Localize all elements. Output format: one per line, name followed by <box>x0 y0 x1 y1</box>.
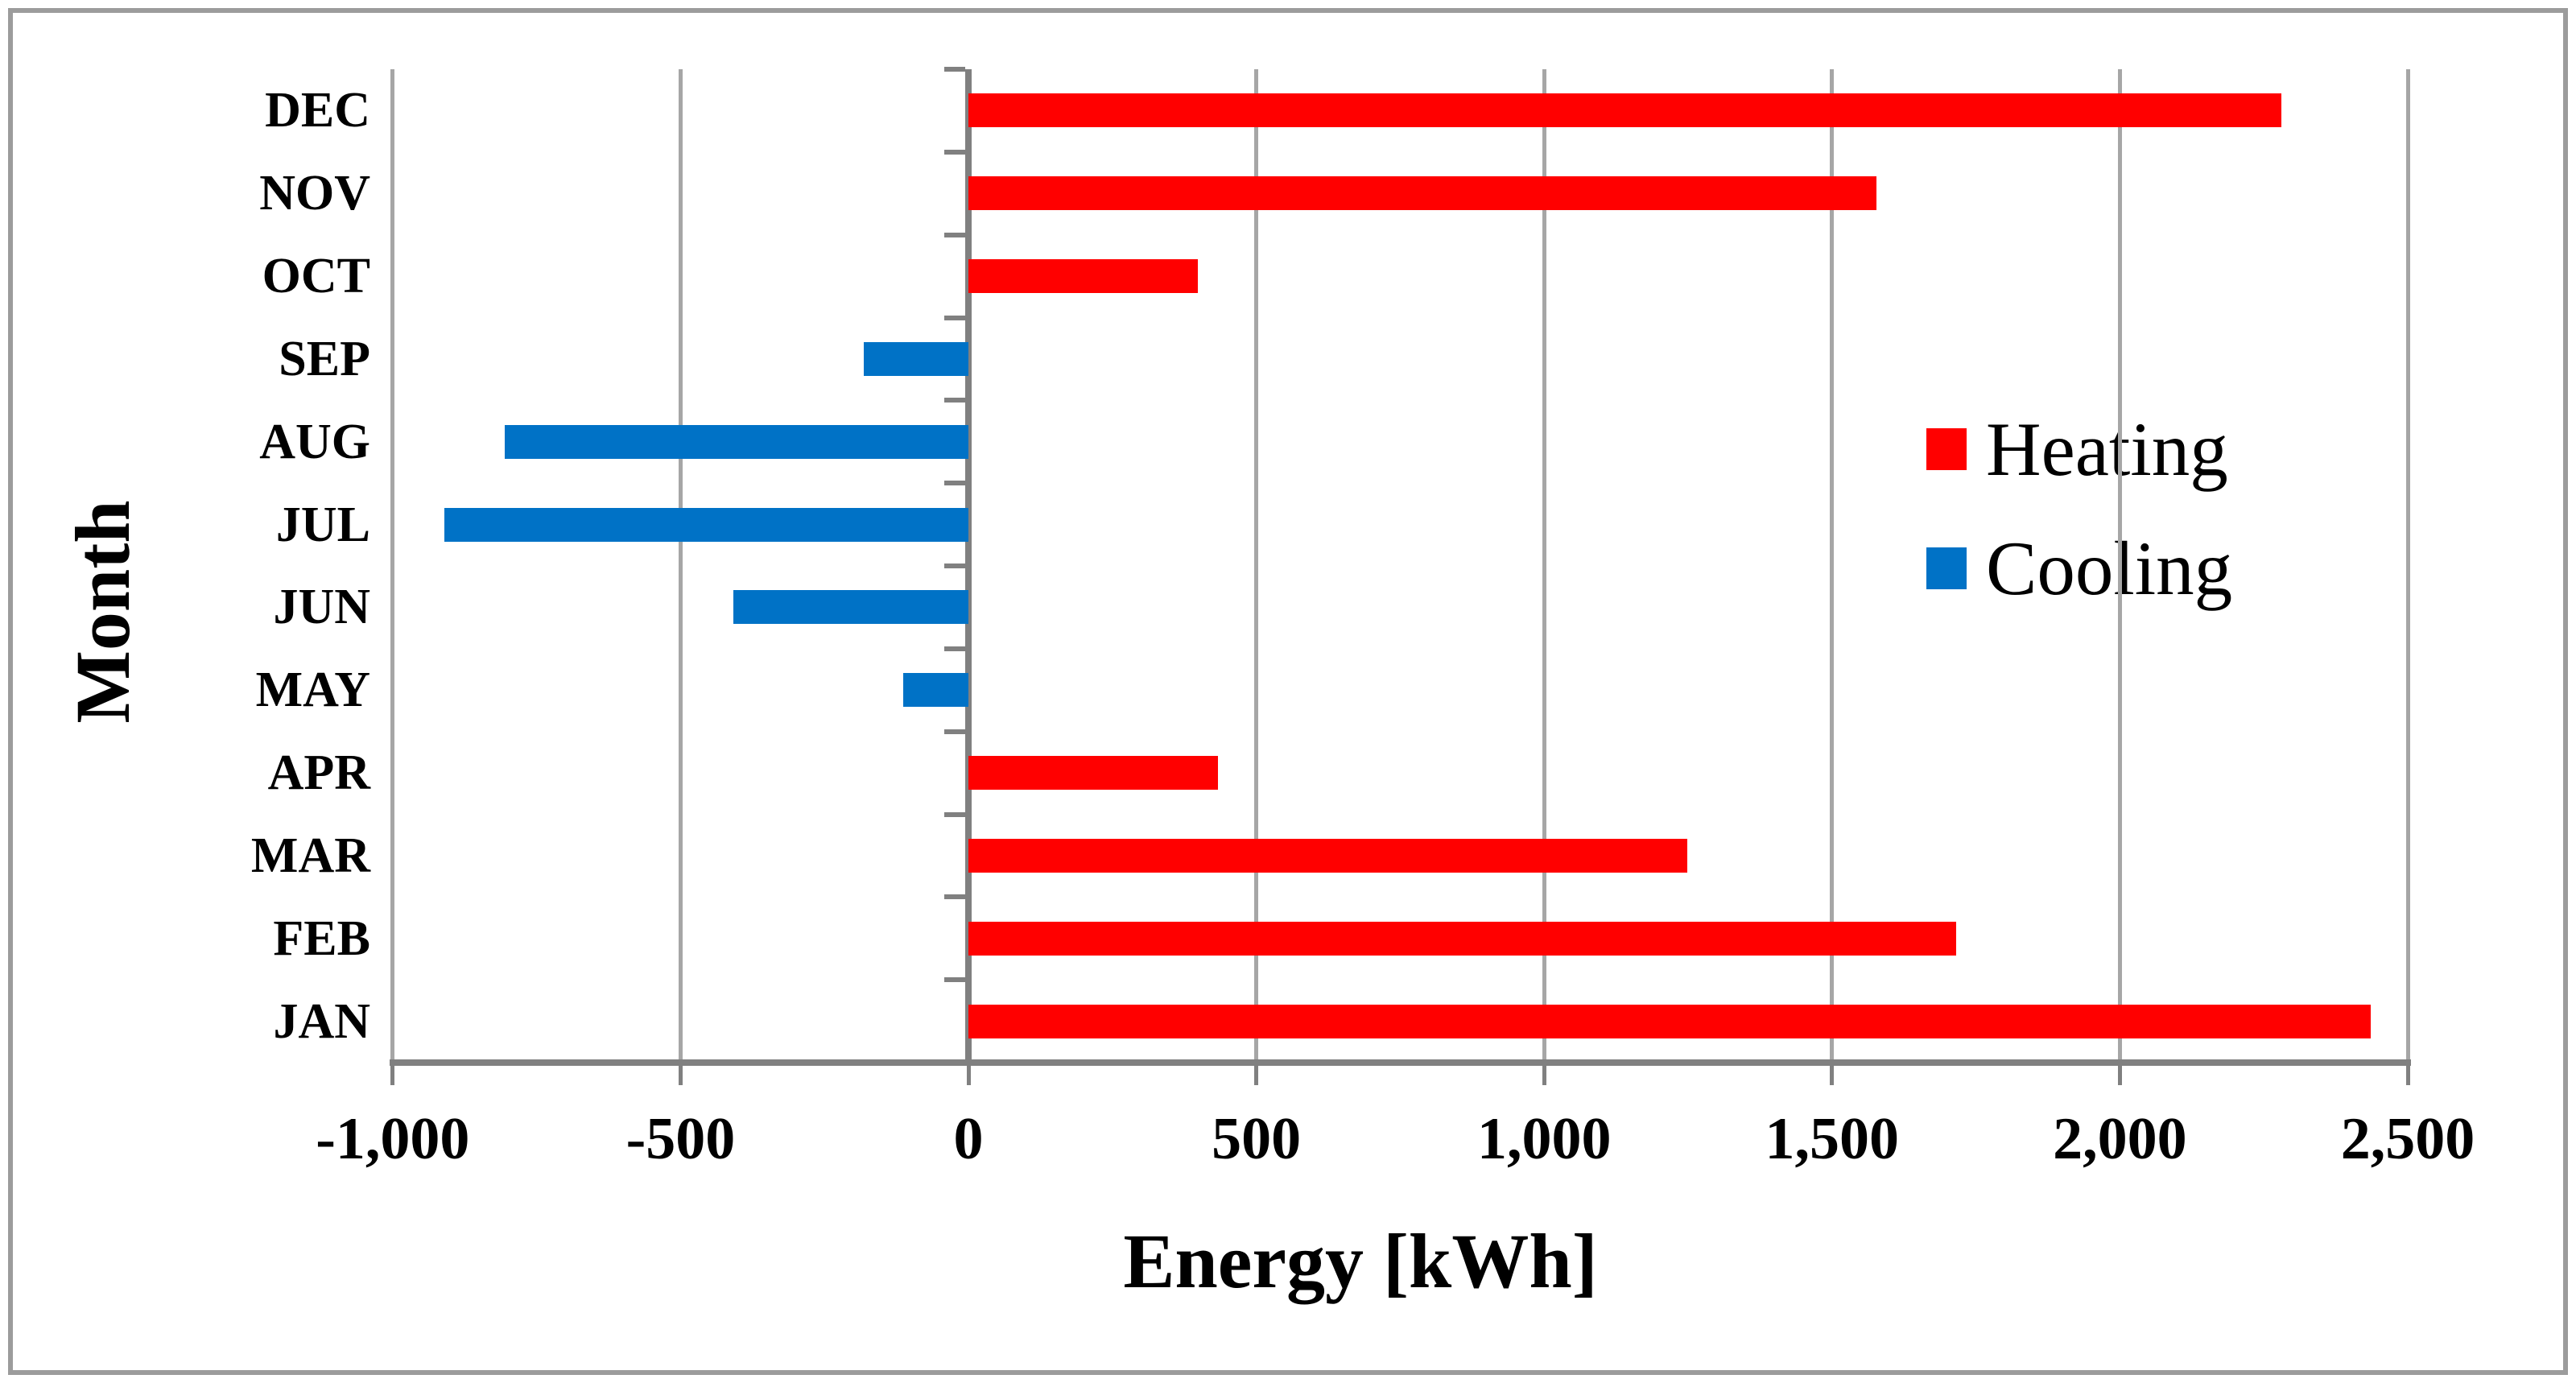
x-tick--500 <box>678 1063 683 1085</box>
x-tick-label: -1,000 <box>316 1106 470 1172</box>
bar-feb-heating <box>968 921 1956 956</box>
x-tick-1500 <box>1830 1063 1835 1085</box>
y-tick-label-nov: NOV <box>259 166 370 221</box>
gridline-2000 <box>2117 69 2122 1063</box>
y-tick-label-jun: JUN <box>273 580 370 635</box>
x-tick-2500 <box>2405 1063 2410 1085</box>
legend-item-cooling: Cooling <box>1926 526 2232 610</box>
y-tick <box>944 646 965 651</box>
x-tick-label: 0 <box>953 1106 984 1172</box>
x-tick-label: -500 <box>625 1106 736 1172</box>
y-tick <box>944 149 965 155</box>
legend-label-heating: Heating <box>1986 407 2228 492</box>
y-tick <box>944 564 965 568</box>
bar-jul-cooling <box>444 507 968 542</box>
y-tick-label-feb: FEB <box>273 910 370 966</box>
x-axis-title: Energy [kWh] <box>1123 1218 1598 1304</box>
gridline-500 <box>1254 69 1259 1063</box>
x-tick-label: 1,000 <box>1476 1106 1612 1172</box>
x-tick-label: 1,500 <box>1765 1106 1900 1172</box>
x-tick--1000 <box>390 1063 395 1085</box>
cooling-swatch <box>1926 547 1967 589</box>
y-tick <box>944 729 965 734</box>
y-tick-label-jul: JUL <box>275 497 370 552</box>
bar-jun-cooling <box>733 590 968 625</box>
bar-apr-heating <box>968 756 1219 791</box>
x-tick-label: 2,000 <box>2053 1106 2187 1172</box>
gridline-2500 <box>2405 69 2410 1063</box>
x-tick-500 <box>1254 1063 1259 1085</box>
y-tick-label-dec: DEC <box>265 83 370 138</box>
bar-sep-cooling <box>863 341 968 376</box>
y-tick-label-aug: AUG <box>259 414 370 469</box>
gridline--500 <box>678 69 683 1063</box>
x-tick-label: 2,500 <box>2340 1106 2475 1172</box>
y-tick-label-apr: APR <box>267 745 370 801</box>
y-tick <box>944 1060 965 1065</box>
bar-oct-heating <box>968 259 1198 294</box>
x-tick-0 <box>966 1063 971 1085</box>
y-tick-label-oct: OCT <box>262 249 370 304</box>
y-tick <box>944 232 965 237</box>
y-tick <box>944 977 965 983</box>
gridline--1000 <box>390 69 395 1063</box>
gridline-1000 <box>1542 69 1546 1063</box>
x-tick-2000 <box>2117 1063 2122 1085</box>
legend-item-heating: Heating <box>1926 407 2228 491</box>
bar-dec-heating <box>968 93 2281 128</box>
y-tick <box>944 315 965 320</box>
x-tick-1000 <box>1542 1063 1546 1085</box>
legend-label-cooling: Cooling <box>1986 526 2233 611</box>
bar-nov-heating <box>968 176 1876 211</box>
y-tick-label-may: MAY <box>255 663 370 718</box>
y-tick <box>944 481 965 486</box>
heating-swatch <box>1926 428 1967 470</box>
bar-jan-heating <box>968 1004 2372 1038</box>
bar-aug-cooling <box>505 424 968 459</box>
x-axis-line <box>389 1059 2411 1066</box>
y-axis-line <box>965 69 972 1063</box>
bar-mar-heating <box>968 838 1688 873</box>
y-tick-label-sep: SEP <box>279 331 370 386</box>
y-tick <box>944 398 965 403</box>
figure-border <box>8 8 2568 1375</box>
y-tick <box>944 894 965 900</box>
x-tick-label: 500 <box>1212 1106 1302 1172</box>
y-tick-label-mar: MAR <box>250 828 370 883</box>
y-tick-label-jan: JAN <box>273 993 370 1049</box>
y-tick <box>944 67 965 72</box>
bar-may-cooling <box>903 673 968 708</box>
gridline-1500 <box>1830 69 1835 1063</box>
y-tick <box>944 811 965 817</box>
